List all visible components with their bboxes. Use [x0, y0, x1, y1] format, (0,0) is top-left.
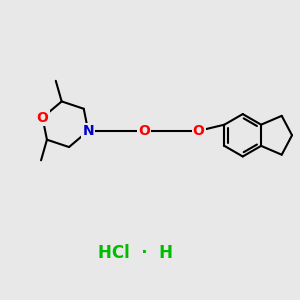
Text: O: O — [37, 111, 49, 124]
Text: O: O — [138, 124, 150, 138]
Text: N: N — [82, 124, 94, 138]
Text: HCl  ·  H: HCl · H — [98, 244, 173, 262]
Text: O: O — [193, 124, 205, 138]
